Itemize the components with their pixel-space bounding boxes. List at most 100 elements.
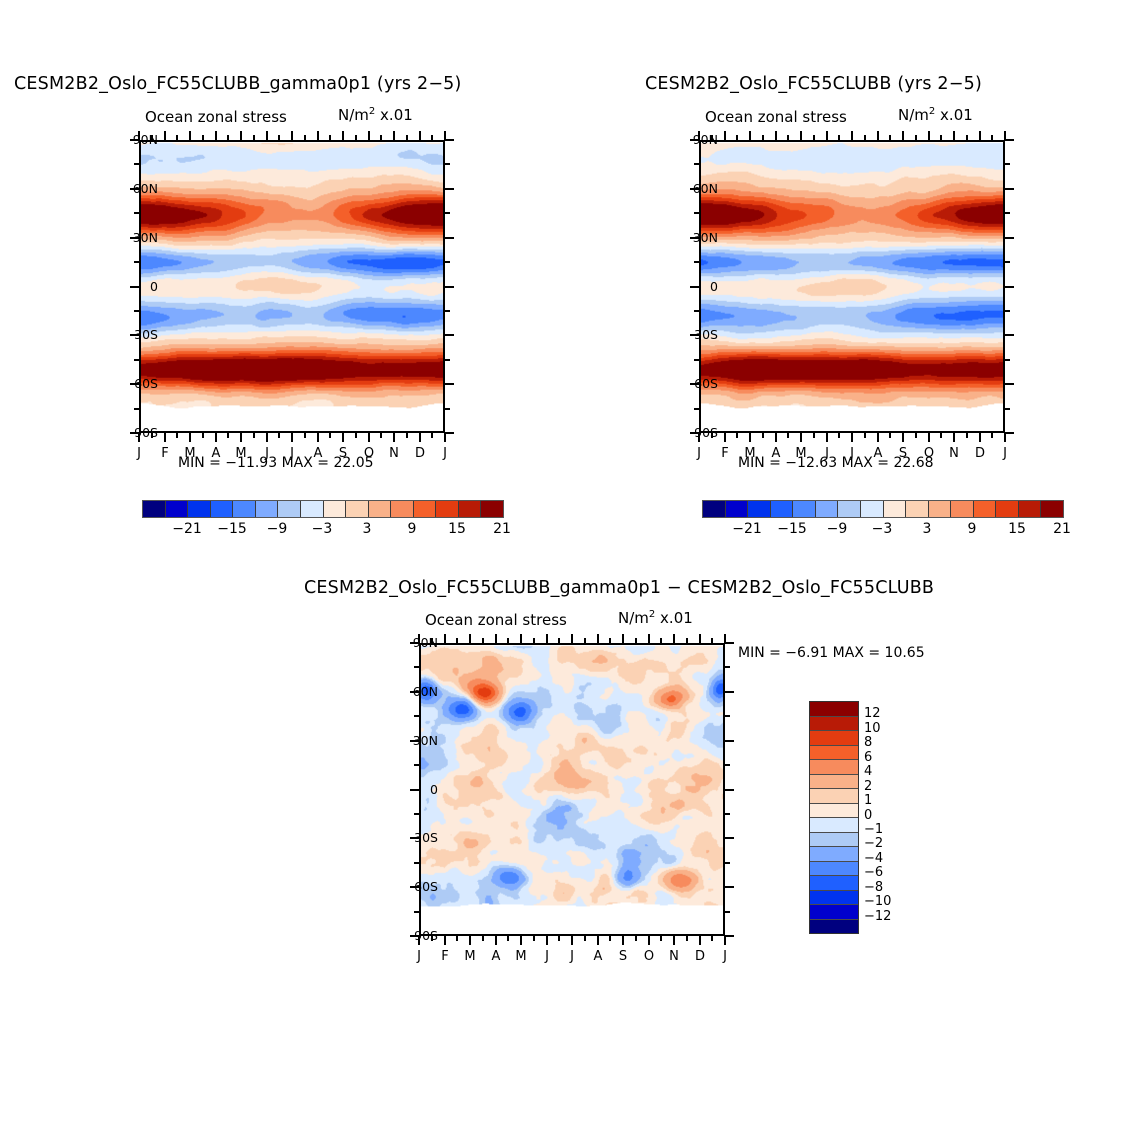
xtick-label-3: A [491,949,501,964]
panel-case1-colorbar[interactable] [142,500,504,518]
xtick-top-9 [813,135,816,140]
ytick-right-9 [445,359,450,362]
xtick-top-10 [826,131,829,140]
colorbar-swatch-5 [815,501,839,517]
xtick-top-12 [571,634,574,643]
vcolorbar-swatch-11 [810,861,858,876]
xtick-bottom-3 [456,936,459,941]
vcolorbar-swatch-4 [810,760,858,775]
xtick-top-3 [456,638,459,643]
vcolorbar-swatch-6 [810,789,858,804]
xtick-top-21 [966,135,969,140]
xtick-top-5 [482,638,485,643]
ytick-major-10 [130,383,139,386]
ytick-major-4 [410,740,419,743]
ytick-right-9 [1005,359,1010,362]
xtick-top-23 [711,638,714,643]
xtick-top-14 [317,131,320,140]
colorbar-label-4: 3 [922,521,932,537]
xtick-top-18 [928,131,931,140]
ytick-right-12 [445,432,454,435]
xtick-top-10 [266,131,269,140]
ytick-minor-3 [414,715,419,718]
colorbar-swatch-1 [725,501,749,517]
ytick-major-10 [410,886,419,889]
xtick-top-19 [940,135,943,140]
xtick-bottom-20 [673,936,676,945]
xtick-top-1 [711,135,714,140]
colorbar-swatch-2 [748,501,771,517]
vcolorbar-swatch-1 [810,716,858,731]
ytick-right-12 [725,935,734,938]
ytick-right-3 [725,715,730,718]
ytick-minor-9 [134,359,139,362]
ytick-label-90N: 90N [412,635,438,650]
ytick-right-0 [445,139,454,142]
panel-difference-colorbar[interactable] [809,701,859,934]
contour-field-difference [421,645,723,934]
panel-case2-plot[interactable] [690,131,1014,442]
xtick-bottom-10 [826,433,829,442]
xtick-top-18 [648,634,651,643]
ytick-right-7 [445,310,450,313]
xtick-bottom-1 [151,433,154,438]
xtick-bottom-2 [444,936,447,945]
colorbar-swatch-7 [300,501,324,517]
colorbar-swatch-2 [188,501,211,517]
xtick-bottom-2 [724,433,727,442]
ytick-minor-3 [694,212,699,215]
ytick-minor-3 [134,212,139,215]
xtick-label-2: M [744,446,756,461]
panel-case1-minmax: MIN = −11.93 MAX = 22.05 [178,455,374,471]
xtick-top-11 [838,135,841,140]
vcolorbar-label-13: −10 [864,894,892,910]
xtick-bottom-12 [291,433,294,442]
panel-difference-minmax: MIN = −6.91 MAX = 10.65 [738,645,925,661]
xtick-top-12 [851,131,854,140]
panel-case2-subtitle-variable: Ocean zonal stress [705,108,847,126]
xtick-bottom-17 [915,433,918,438]
ytick-major-6 [130,286,139,289]
ytick-minor-5 [694,261,699,264]
xtick-bottom-20 [393,433,396,442]
ytick-label-60N: 60N [412,684,438,699]
xtick-label-1: F [721,446,729,461]
units-text: N/m [618,609,649,627]
xtick-bottom-15 [329,433,332,438]
xtick-top-23 [991,135,994,140]
ytick-right-10 [445,383,454,386]
xtick-label-5: J [265,446,269,461]
xtick-bottom-6 [775,433,778,442]
ytick-major-12 [410,935,419,938]
panel-case2-colorbar[interactable] [702,500,1064,518]
xtick-top-0 [138,131,141,140]
colorbar-swatch-3 [770,501,794,517]
panel-difference-subtitle-units: N/m2 x.01 [618,609,693,627]
colorbar-swatch-9 [346,501,369,517]
colorbar-swatch-5 [255,501,279,517]
units-scale: x.01 [660,609,693,627]
colorbar-swatch-14 [1018,501,1042,517]
xtick-bottom-11 [558,936,561,941]
ytick-label-60S: 60S [694,376,718,391]
panel-case1-plot[interactable] [130,131,454,442]
xtick-top-11 [278,135,281,140]
colorbar-swatch-0 [703,501,726,517]
ytick-major-6 [410,789,419,792]
vcolorbar-label-4: 4 [864,764,873,780]
colorbar-swatch-12 [973,501,997,517]
colorbar-swatch-8 [323,501,347,517]
panel-difference-plot[interactable] [410,634,734,945]
vcolorbar-swatch-0 [810,702,858,717]
xtick-bottom-9 [533,936,536,941]
ytick-right-4 [1005,237,1014,240]
ytick-right-1 [445,163,450,166]
xtick-label-4: M [795,446,807,461]
xtick-bottom-1 [711,433,714,438]
xtick-label-5: J [545,949,549,964]
xtick-label-12: J [443,446,447,461]
ytick-right-2 [725,691,734,694]
vcolorbar-label-12: −8 [864,879,884,895]
xtick-label-0: J [697,446,701,461]
ytick-right-4 [445,237,454,240]
